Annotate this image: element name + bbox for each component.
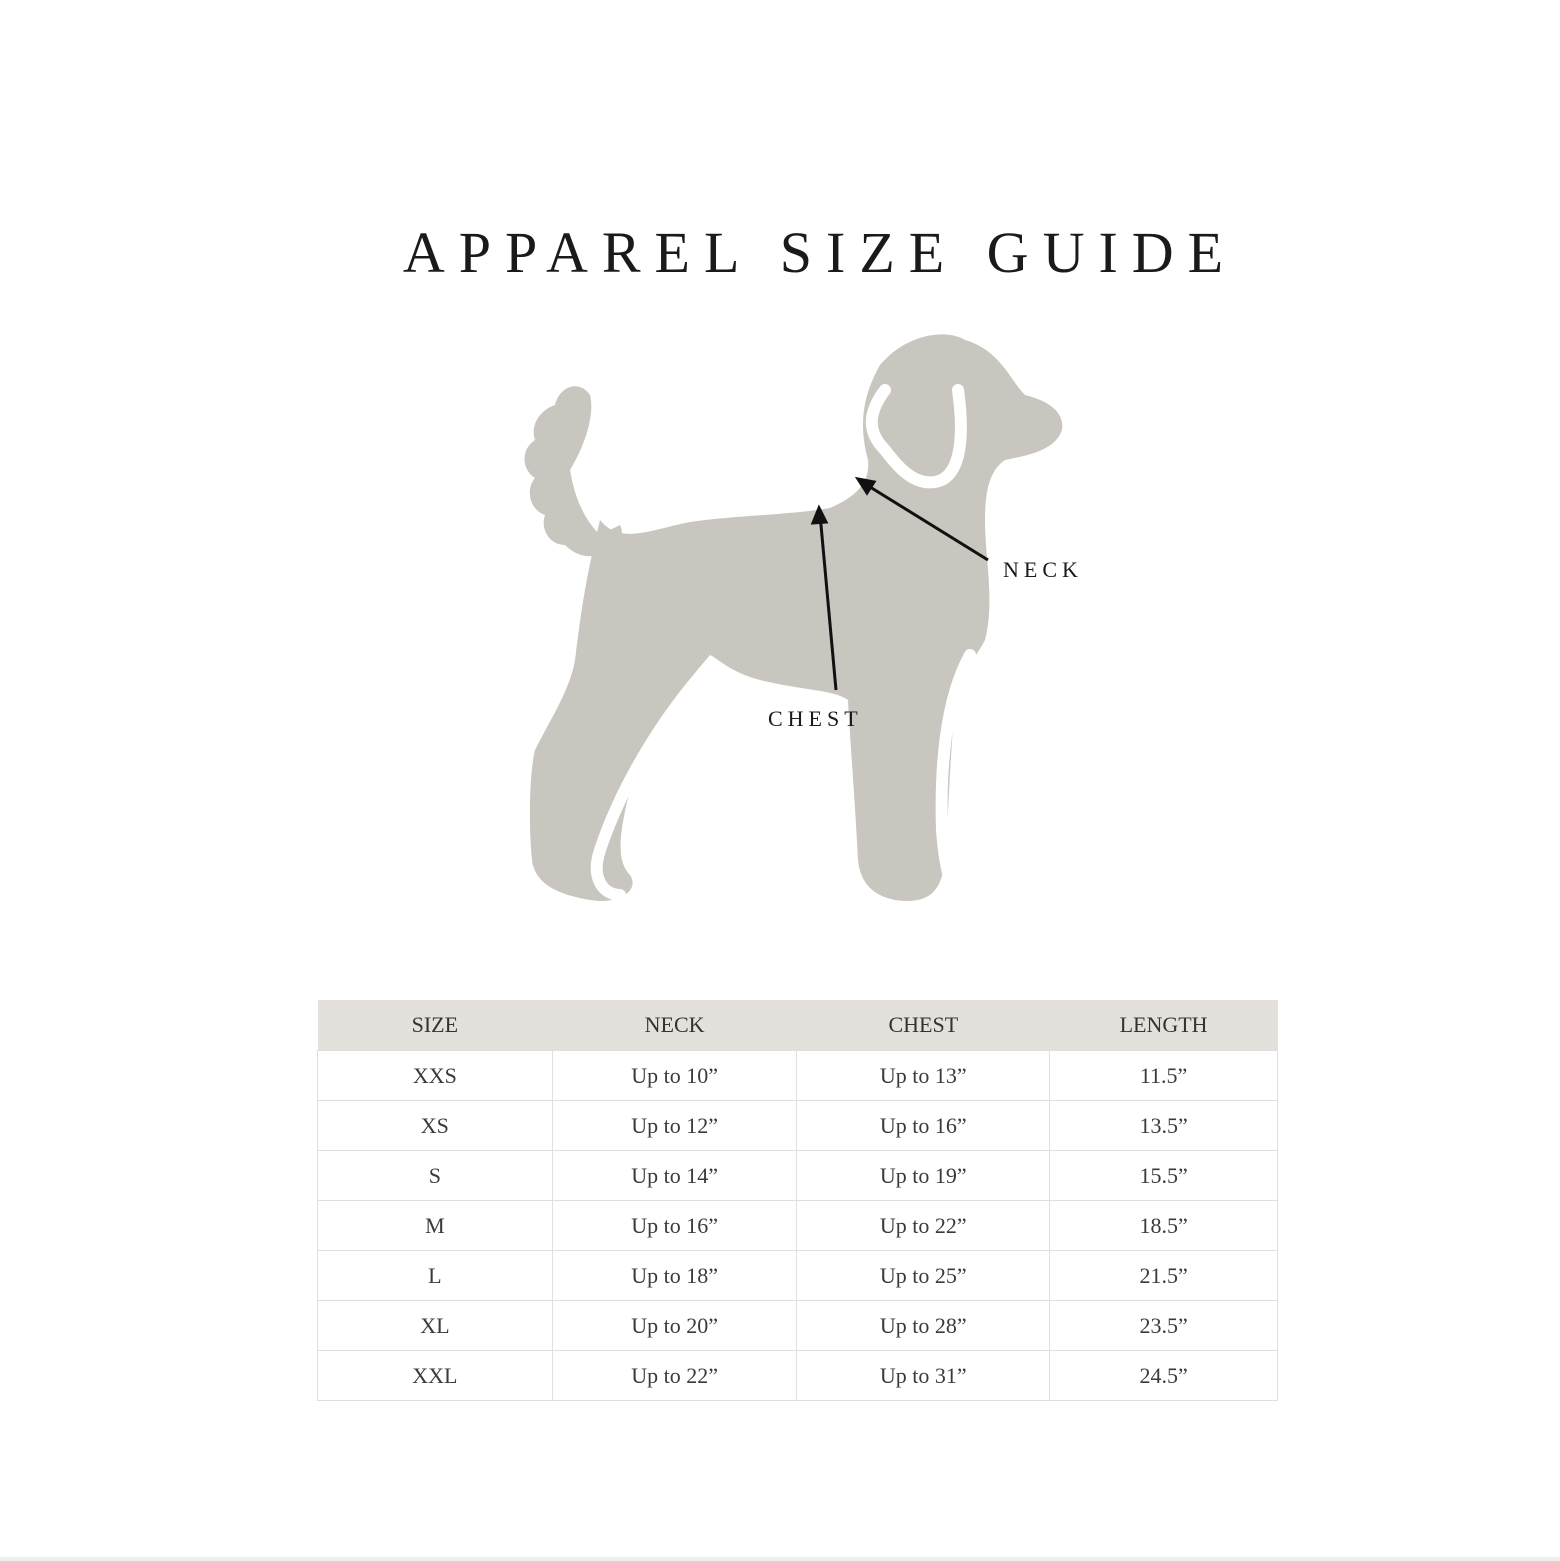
- table-cell: 18.5”: [1049, 1200, 1278, 1251]
- dog-silhouette-diagram: [524, 334, 1063, 901]
- table-cell: Up to 22”: [551, 1350, 798, 1401]
- table-cell: XS: [317, 1100, 553, 1151]
- table-cell: Up to 19”: [796, 1150, 1051, 1201]
- table-row: XXS Up to 10” Up to 13” 11.5”: [317, 1050, 1278, 1101]
- table-cell: Up to 16”: [551, 1200, 798, 1251]
- column-header: CHEST: [796, 1000, 1050, 1051]
- table-row: XXL Up to 22” Up to 31” 24.5”: [317, 1350, 1278, 1401]
- table-cell: 11.5”: [1049, 1050, 1278, 1101]
- table-cell: XL: [317, 1300, 553, 1351]
- table-cell: Up to 28”: [796, 1300, 1051, 1351]
- column-header: NECK: [552, 1000, 797, 1051]
- table-cell: 13.5”: [1049, 1100, 1278, 1151]
- table-cell: Up to 12”: [551, 1100, 798, 1151]
- column-header: LENGTH: [1049, 1000, 1278, 1051]
- chest-arrowhead-icon: [810, 504, 829, 525]
- table-cell: L: [317, 1250, 553, 1301]
- table-cell: 23.5”: [1049, 1300, 1278, 1351]
- page-title: APPAREL SIZE GUIDE: [402, 219, 1238, 285]
- chest-label: CHEST: [768, 706, 863, 731]
- column-header: SIZE: [317, 1000, 553, 1051]
- table-cell: S: [317, 1150, 553, 1201]
- table-cell: Up to 14”: [551, 1150, 798, 1201]
- table-cell: XXS: [317, 1050, 553, 1101]
- table-cell: XXL: [317, 1350, 553, 1401]
- table-cell: Up to 25”: [796, 1250, 1051, 1301]
- table-row: L Up to 18” Up to 25” 21.5”: [317, 1250, 1278, 1301]
- size-table: SIZE NECK CHEST LENGTH XXS Up to 10” Up to 13…: [317, 1000, 1278, 1401]
- table-cell: Up to 13”: [796, 1050, 1051, 1101]
- neck-label: NECK: [1003, 557, 1083, 582]
- table-row: M Up to 16” Up to 22” 18.5”: [317, 1200, 1278, 1251]
- table-cell: Up to 20”: [551, 1300, 798, 1351]
- table-row: S Up to 14” Up to 19” 15.5”: [317, 1150, 1278, 1201]
- table-cell: Up to 16”: [796, 1100, 1051, 1151]
- neck-arrowhead-icon: [854, 476, 877, 496]
- dog-silhouette: [524, 334, 1063, 901]
- chest-arrow: [818, 513, 838, 691]
- table-row: XL Up to 20” Up to 28” 23.5”: [317, 1300, 1278, 1351]
- table-cell: 15.5”: [1049, 1150, 1278, 1201]
- table-cell: Up to 31”: [796, 1350, 1051, 1401]
- table-cell: M: [317, 1200, 553, 1251]
- table-row: XS Up to 12” Up to 16” 13.5”: [317, 1100, 1278, 1151]
- table-cell: Up to 18”: [551, 1250, 798, 1301]
- neck-arrow: [861, 480, 989, 562]
- table-cell: Up to 10”: [551, 1050, 798, 1101]
- measure-arrows: [810, 476, 989, 691]
- table-cell: Up to 22”: [796, 1200, 1051, 1251]
- table-cell: 21.5”: [1049, 1250, 1278, 1301]
- table-header-row: SIZE NECK CHEST LENGTH: [317, 1000, 1278, 1051]
- dog-cutout-lines: [590, 384, 976, 901]
- bottom-divider: [0, 1557, 1560, 1561]
- table-cell: 24.5”: [1049, 1350, 1278, 1401]
